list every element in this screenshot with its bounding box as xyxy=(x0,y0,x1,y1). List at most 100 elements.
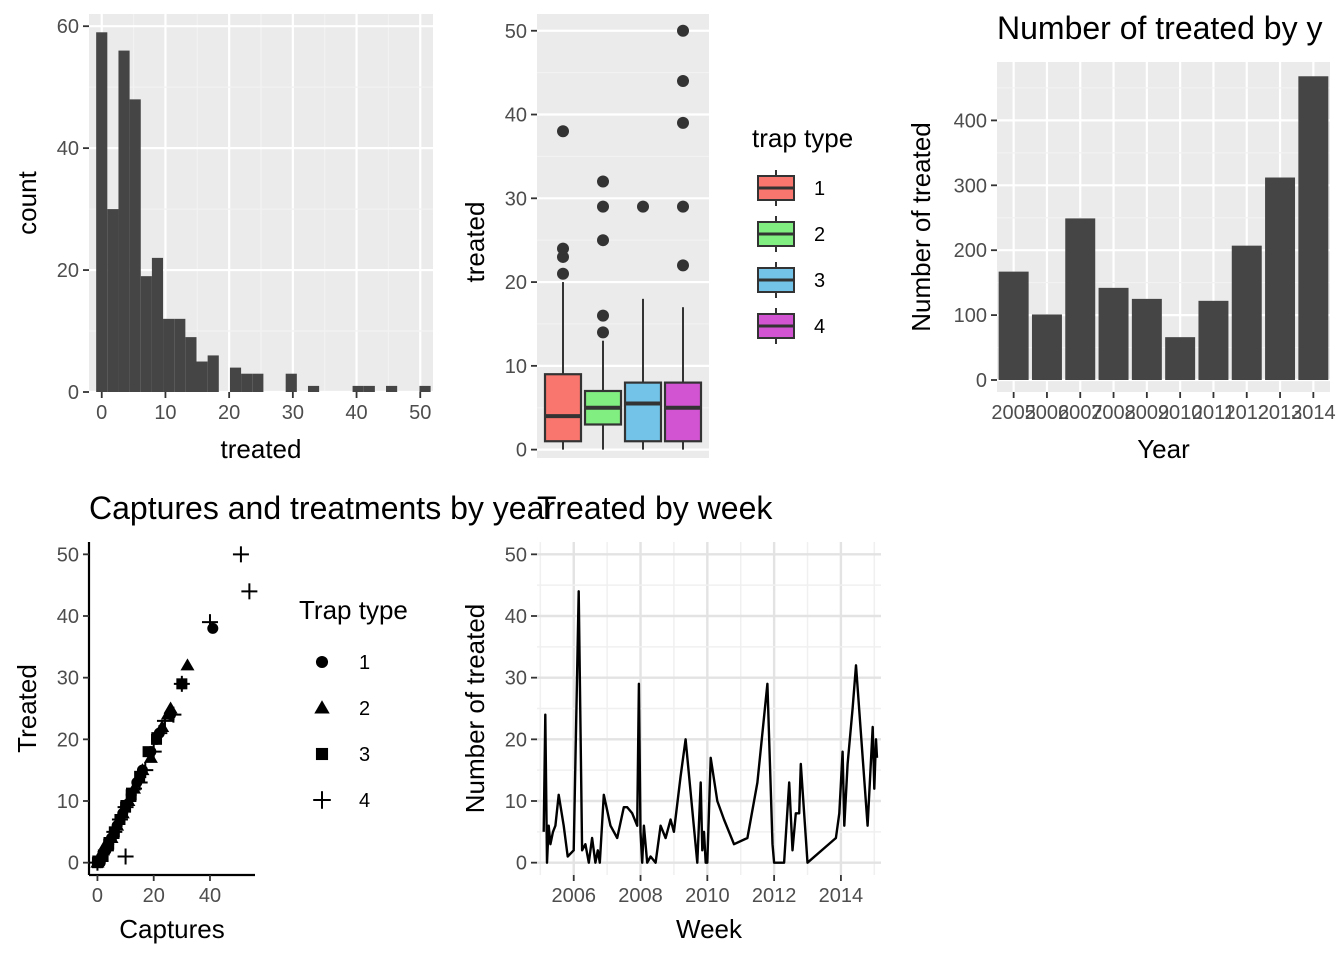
box-outlier xyxy=(677,75,689,88)
year-bar xyxy=(1265,177,1296,380)
chart-title: Captures and treatments by year xyxy=(89,490,555,526)
scatter-point xyxy=(103,838,115,850)
y-tick-label: 30 xyxy=(505,188,527,210)
y-tick-label: 0 xyxy=(516,440,527,462)
y-tick-label: 400 xyxy=(954,110,987,132)
x-tick-label: 2006 xyxy=(551,885,596,907)
scatter-point xyxy=(180,658,195,671)
legend-key-shape xyxy=(314,700,330,714)
box-outlier xyxy=(597,234,609,247)
year-bar xyxy=(1298,76,1329,380)
legend-label: 1 xyxy=(359,652,370,674)
x-tick-label: 2008 xyxy=(1091,402,1136,424)
legend-key-shape xyxy=(315,747,329,761)
y-tick-label: 0 xyxy=(68,382,79,404)
scatter-point xyxy=(151,733,163,745)
scatter-point xyxy=(165,706,182,723)
y-tick-label: 40 xyxy=(505,105,527,127)
scatter-point xyxy=(106,823,123,840)
x-tick-label: 2011 xyxy=(1192,402,1235,424)
box-outlier xyxy=(597,175,609,188)
y-axis-title: count xyxy=(12,170,42,234)
y-tick-label: 20 xyxy=(57,260,79,282)
histogram-bar xyxy=(174,318,186,392)
weekly-line xyxy=(542,590,879,864)
legend-label: 2 xyxy=(814,224,825,246)
box-outlier xyxy=(677,259,689,272)
x-tick-label: 50 xyxy=(409,402,431,424)
box-outlier xyxy=(557,250,569,263)
chart-title: Number of treated by y xyxy=(997,10,1322,46)
y-axis-title: Number of treated xyxy=(906,122,936,332)
histogram-bar xyxy=(363,385,375,392)
histogram-bar xyxy=(419,385,431,392)
y-tick-label: 40 xyxy=(57,606,79,628)
y-tick-label: 20 xyxy=(505,272,527,294)
x-tick-label: 2006 xyxy=(1025,402,1070,424)
histogram-bar xyxy=(386,385,398,392)
scatter-point xyxy=(120,793,137,809)
y-axis-title: Number of treated xyxy=(460,604,490,814)
line-by-week-panel: 0 10 20 30 40 50 2006 2008 2010 2012 2014 Week Numbe… xyxy=(460,490,881,944)
box-outlier xyxy=(557,242,569,255)
y-tick-label: 200 xyxy=(954,240,987,262)
scatter-point xyxy=(131,774,148,791)
histogram-bar xyxy=(129,99,141,393)
legend-label: 3 xyxy=(814,270,825,292)
x-tick-label: 2008 xyxy=(618,885,663,907)
box-outlier xyxy=(557,125,569,138)
histogram-bar xyxy=(185,337,197,392)
year-bar xyxy=(1198,300,1229,380)
histogram-bar xyxy=(140,276,152,392)
box-iqr xyxy=(623,381,663,443)
histogram-panel: 0 20 40 60 0 10 20 30 40 50 treated count xyxy=(12,14,433,464)
legend-label: 2 xyxy=(359,698,370,720)
y-tick-label: 30 xyxy=(505,668,527,690)
scatter-point xyxy=(111,811,128,828)
x-axis-title: Year xyxy=(1137,434,1190,464)
x-axis-title: treated xyxy=(221,434,302,464)
y-tick-label: 50 xyxy=(57,544,79,566)
y-tick-label: 10 xyxy=(57,791,79,813)
x-tick-label: 2014 xyxy=(1291,402,1336,424)
legend-title: Trap type xyxy=(299,595,408,625)
x-tick-label: 40 xyxy=(345,402,367,424)
box-outlier xyxy=(637,200,649,213)
scatter-point xyxy=(201,614,218,631)
scatter-point xyxy=(151,725,168,742)
scatter-legend: Trap type 1 2 3 4 xyxy=(299,595,408,812)
scatter-point xyxy=(145,743,162,760)
histogram-bar xyxy=(151,257,164,392)
histogram-bar xyxy=(118,50,130,392)
box-outlier xyxy=(597,200,609,213)
year-bar xyxy=(1065,218,1096,380)
scatter-point xyxy=(117,848,134,865)
scatter-point xyxy=(207,622,219,634)
y-tick-label: 40 xyxy=(505,606,527,628)
box-outlier xyxy=(597,326,609,339)
x-tick-label: 2013 xyxy=(1258,402,1303,424)
y-tick-label: 20 xyxy=(57,729,79,751)
histogram-bar xyxy=(285,373,297,392)
x-tick-label: 2010 xyxy=(1158,402,1203,424)
year-bar xyxy=(1131,298,1162,380)
chart-title: Treated by week xyxy=(537,490,773,526)
year-bar xyxy=(1231,245,1262,380)
scatter-point xyxy=(241,583,258,600)
year-bar xyxy=(1165,337,1196,380)
y-tick-label: 10 xyxy=(505,791,527,813)
histogram-bar xyxy=(352,385,364,392)
y-tick-label: 50 xyxy=(505,544,527,566)
x-axis-title: Captures xyxy=(119,914,225,944)
x-tick-label: 2007 xyxy=(1058,402,1103,424)
scatter-point xyxy=(156,712,173,729)
legend-label: 4 xyxy=(359,790,370,812)
histogram-bar xyxy=(241,373,253,392)
x-tick-label: 0 xyxy=(92,885,103,907)
histogram-bar xyxy=(307,385,320,392)
x-tick-label: 2005 xyxy=(991,402,1036,424)
x-tick-label: 2009 xyxy=(1125,402,1170,424)
scatter-point xyxy=(163,701,178,714)
x-tick-label: 20 xyxy=(218,402,240,424)
histogram-bar xyxy=(207,355,219,392)
